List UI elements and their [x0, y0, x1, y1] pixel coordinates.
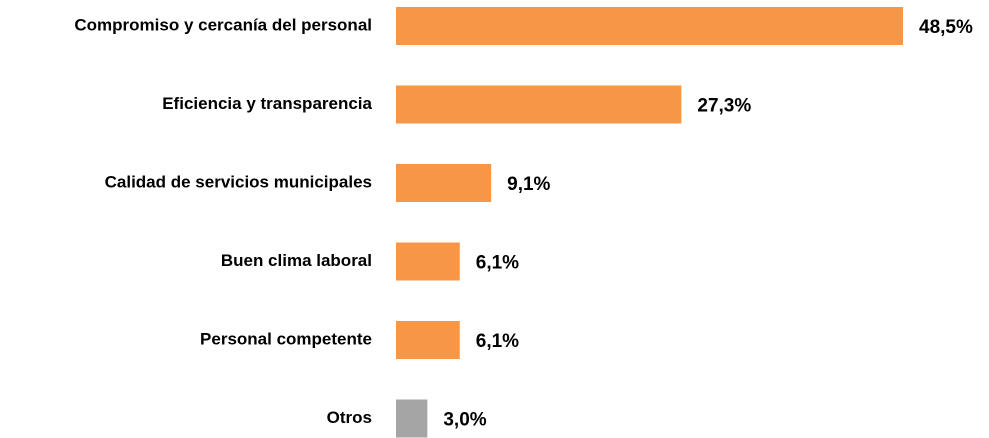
value-label: 9,1%: [507, 174, 550, 195]
value-label: 6,1%: [476, 253, 519, 274]
category-label: Calidad de servicios municipales: [105, 172, 372, 191]
bar: [396, 321, 460, 359]
category-label: Compromiso y cercanía del personal: [74, 15, 372, 34]
bar: [396, 7, 903, 45]
category-label: Personal competente: [200, 329, 372, 348]
value-label: 48,5%: [919, 17, 973, 38]
bar: [396, 164, 492, 202]
bar: [396, 242, 460, 281]
bar: [396, 399, 428, 438]
bar: [396, 85, 682, 124]
category-label: Otros: [327, 408, 372, 427]
value-label: 6,1%: [476, 331, 519, 352]
value-label: 3,0%: [443, 410, 486, 431]
category-label: Eficiencia y transparencia: [162, 94, 372, 113]
value-label: 27,3%: [697, 96, 751, 117]
category-label: Buen clima laboral: [221, 251, 372, 270]
